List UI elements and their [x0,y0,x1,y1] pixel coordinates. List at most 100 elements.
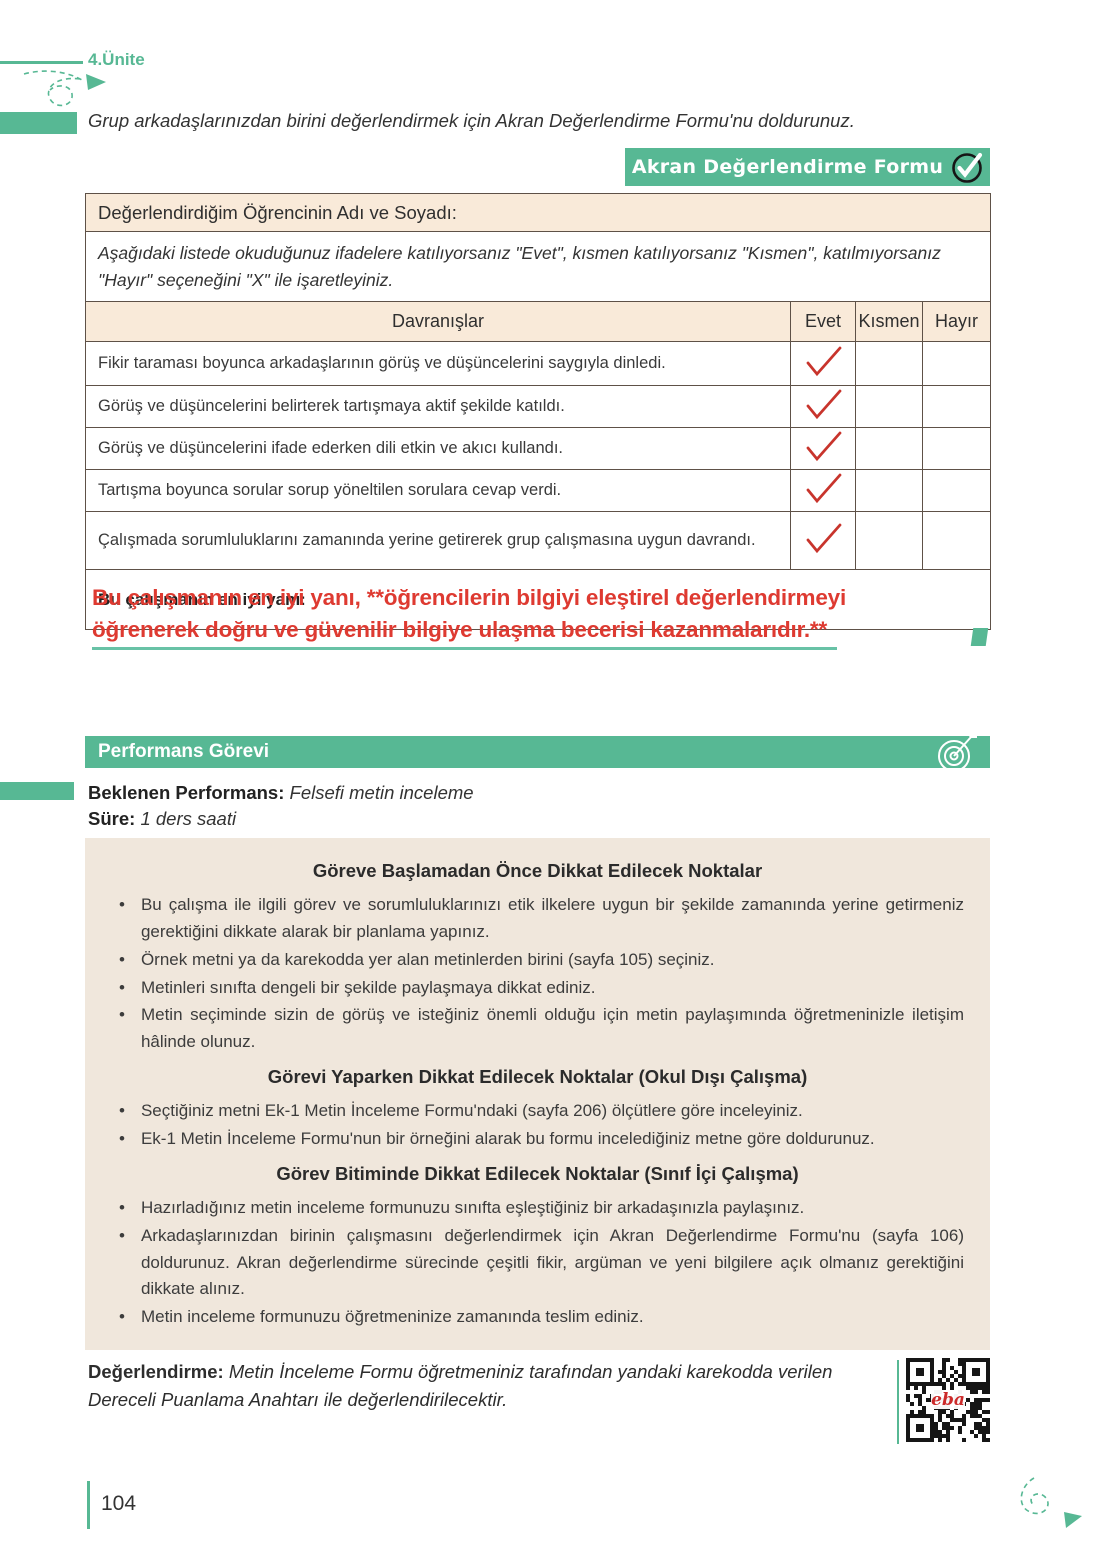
answer-line: öğrenerek doğru ve güvenilir bilgiye ula… [92,614,838,650]
task-sections: Göreve Başlamadan Önce Dikkat Edilecek N… [85,838,990,1350]
expected-performance-line: Beklenen Performans: Felsefi metin incel… [88,780,968,806]
behavior-rows: Fikir taraması boyunca arkadaşlarının gö… [85,341,992,570]
table-row: Değerlendirdiğim Öğrencinin Adı ve Soyad… [84,193,992,232]
expected-performance-value: Felsefi metin inceleme [289,782,474,803]
evaluation-text: Metin İnceleme Formu öğretmeniniz tarafı… [88,1361,833,1410]
answer-end-marker [970,628,989,646]
bullet-item: • Ek-1 Metin İnceleme Formu'nun bir örneğ… [111,1126,964,1153]
qr-code: eba [906,1358,990,1444]
open-question-row: Bu çalışmanın en iyi yanı: [84,569,992,630]
section-title: Göreve Başlamadan Önce Dikkat Edilecek N… [312,860,763,881]
behavior-text: Görüş ve düşüncelerini belirterek tartış… [85,385,791,428]
column-header-hayir: Hayır [921,301,992,342]
task-meta: Beklenen Performans: Felsefi metin incel… [88,780,968,832]
kismen-answer-cell[interactable] [855,511,923,570]
bullet-item: • Bu çalışma ile ilgili görev ve sorumlul… [111,892,964,946]
bullet-item: • Metinleri sınıfta dengeli bir şekilde p… [111,975,964,1002]
bullet-icon: • [119,1225,125,1245]
intro-instruction: Grup arkadaşlarınızdan birini değerlendi… [88,110,855,131]
margin-accent-block [0,112,77,134]
red-checkmark-icon [806,389,842,420]
bullet-text: Metin inceleme formunuzu öğretmeninize z… [140,1307,644,1327]
hayir-answer-cell[interactable] [921,385,992,428]
behavior-row: Tartışma boyunca sorular sorup yöneltile… [85,469,992,512]
evet-answer-cell[interactable] [790,511,856,570]
behavior-row: Görüş ve düşüncelerini ifade ederken dil… [85,427,992,470]
student-name-field[interactable]: Değerlendirdiğim Öğrencinin Adı ve Soyad… [84,193,992,232]
bullet-item: • Hazırladığınız metin inceleme formunuzu… [111,1195,964,1222]
column-header-behaviors: Davranışlar [85,301,791,342]
table-row: Aşağıdaki listede okuduğunuz ifadelere k… [84,231,992,302]
duration-value: 1 ders saati [140,808,237,829]
performance-task-title: Performans Görevi [98,741,270,762]
section-title: Görevi Yaparken Dikkat Edilecek Noktalar… [267,1066,808,1088]
hayir-answer-cell[interactable] [921,427,992,470]
evaluation-separator [897,1360,899,1444]
table-instructions: Aşağıdaki listede okuduğunuz ifadelere k… [84,231,992,302]
kismen-answer-cell[interactable] [855,469,923,512]
bullet-text: Örnek metni ya da karekodda yer alan met… [140,949,715,969]
bullet-icon: • [119,1005,125,1025]
performance-task-banner: Performans Görevi [85,728,990,772]
bullet-text: Ek-1 Metin İnceleme Formu'nun bir örneği… [140,1129,875,1149]
red-checkmark-icon [806,523,842,554]
evet-answer-cell[interactable] [790,385,856,428]
red-checkmark-icon [806,431,842,462]
bullet-text: Seçtiğiniz metni Ek-1 Metin İnceleme For… [140,1101,803,1121]
hayir-answer-cell[interactable] [921,341,992,386]
section-title: Görev Bitiminde Dikkat Edilecek Noktalar… [276,1162,799,1184]
qr-eba-logo: eba [931,1390,965,1410]
kismen-answer-cell[interactable] [855,385,923,428]
duration-label: Süre: [88,808,136,829]
expected-performance-label: Beklenen Performans: [88,782,285,803]
behavior-text: Tartışma boyunca sorular sorup yöneltile… [85,469,791,512]
bullet-item: • Metin inceleme formunuzu öğretmeninize … [111,1304,964,1331]
peer-form-banner-title: Akran Değerlendirme Formu [631,156,944,178]
behavior-row: Çalışmada sorumluluklarını zamanında yer… [85,511,992,570]
red-answer[interactable]: Bu çalışmanın en iyi yanı, **öğrencileri… [92,582,1092,650]
kismen-answer-cell[interactable] [855,427,923,470]
evet-answer-cell[interactable] [790,427,856,470]
bullet-icon: • [119,1101,125,1121]
behavior-text: Görüş ve düşüncelerini ifade ederken dil… [85,427,791,470]
margin-accent-block [0,782,74,800]
hayir-answer-cell[interactable] [921,511,992,570]
kismen-answer-cell[interactable] [855,341,923,386]
red-checkmark-icon [806,346,842,377]
peer-evaluation-table: Değerlendirdiğim Öğrencinin Adı ve Soyad… [84,193,992,630]
bullet-item: • Seçtiğiniz metni Ek-1 Metin İnceleme Fo… [111,1098,964,1125]
evet-answer-cell[interactable] [790,341,856,386]
table-header-row: Davranışlar Evet Kısmen Hayır [85,301,992,342]
swirl-arrow-icon [1012,1472,1097,1542]
bullet-icon: • [119,1197,125,1217]
bullet-text: Arkadaşlarınızdan birinin çalışmasını de… [140,1225,964,1299]
peer-form-banner: Akran Değerlendirme Formu [625,148,990,186]
bullet-icon: • [119,977,125,997]
bullet-text: Bu çalışma ile ilgili görev ve sorumlulu… [140,895,964,941]
bullet-text: Metin seçiminde sizin de görüş ve isteği… [140,1005,964,1052]
behavior-row: Fikir taraması boyunca arkadaşlarının gö… [85,341,992,386]
bullet-text: Metinleri sınıfta dengeli bir şekilde pa… [140,977,596,997]
red-checkmark-icon [806,473,842,504]
open-question-label[interactable]: Bu çalışmanın en iyi yanı: [84,569,992,630]
target-arrow-icon [934,728,980,787]
behavior-text: Fikir taraması boyunca arkadaşlarının gö… [85,341,791,386]
bullet-text: Hazırladığınız metin inceleme formunuzu … [140,1197,805,1217]
bullet-icon: • [119,1129,125,1149]
answer-line: Bu çalışmanın en iyi yanı, **öğrencileri… [92,585,847,610]
column-header-kismen: Kısmen [855,301,923,342]
evaluation-label: Değerlendirme: [88,1361,224,1382]
page-number: 104 [101,1492,137,1515]
bullet-icon: • [119,1307,125,1327]
evaluation-note: Değerlendirme: Metin İnceleme Formu öğre… [88,1358,868,1414]
bullet-item: • Örnek metni ya da karekodda yer alan me… [111,947,964,974]
hayir-answer-cell[interactable] [921,469,992,512]
column-header-evet: Evet [790,301,856,342]
page-number-bar [87,1481,90,1529]
behavior-row: Görüş ve düşüncelerini belirterek tartış… [85,385,992,428]
bullet-icon: • [119,895,125,914]
bullet-item: • Metin seçiminde sizin de görüş ve isteğ… [111,1002,964,1056]
evet-answer-cell[interactable] [790,469,856,512]
bullet-item: • Arkadaşlarınızdan birinin çalışmasını d… [111,1223,964,1304]
